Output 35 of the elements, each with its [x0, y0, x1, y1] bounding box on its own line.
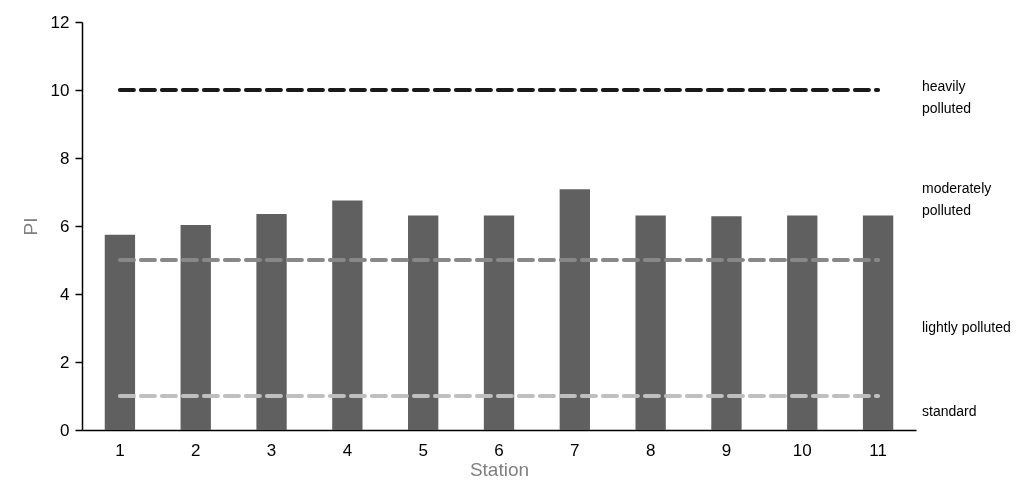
- x-tick-label: 6: [494, 440, 504, 460]
- bar: [635, 215, 666, 430]
- y-tick-label: 2: [60, 352, 70, 372]
- y-tick-label: 0: [60, 420, 70, 440]
- bar: [408, 215, 439, 430]
- x-tick-label: 2: [190, 440, 201, 460]
- x-tick-label: 10: [792, 440, 812, 460]
- x-tick-label: 5: [418, 440, 428, 460]
- bar: [711, 216, 742, 430]
- text: heavily polluted: [922, 78, 972, 117]
- bar: [332, 200, 363, 430]
- x-tick-label: 3: [266, 440, 277, 460]
- text: lightly polluted: [922, 319, 1011, 335]
- y-axis-title: PI: [19, 217, 41, 236]
- y-tick-label: 10: [50, 80, 70, 100]
- bar: [787, 215, 818, 430]
- x-tick-label: 9: [721, 440, 732, 460]
- y-tick-label: 6: [60, 216, 70, 236]
- y-tick-label: 8: [60, 148, 70, 168]
- x-tick-label: 1: [115, 440, 125, 460]
- bar: [559, 189, 590, 430]
- text: moderately polluted: [922, 180, 992, 219]
- bar: [862, 215, 894, 430]
- y-tick-label: 4: [60, 284, 70, 304]
- x-tick-label: 4: [342, 440, 353, 460]
- x-axis-title: Station: [469, 458, 530, 480]
- text: standard: [922, 402, 977, 419]
- y-tick-label: 12: [50, 12, 70, 32]
- x-tick-label: 8: [645, 440, 656, 460]
- x-tick-label: 11: [869, 440, 887, 460]
- bar: [256, 214, 287, 430]
- bar: [483, 215, 515, 430]
- bar: [180, 224, 211, 430]
- x-tick-label: 7: [570, 440, 580, 460]
- bar: [104, 234, 136, 430]
